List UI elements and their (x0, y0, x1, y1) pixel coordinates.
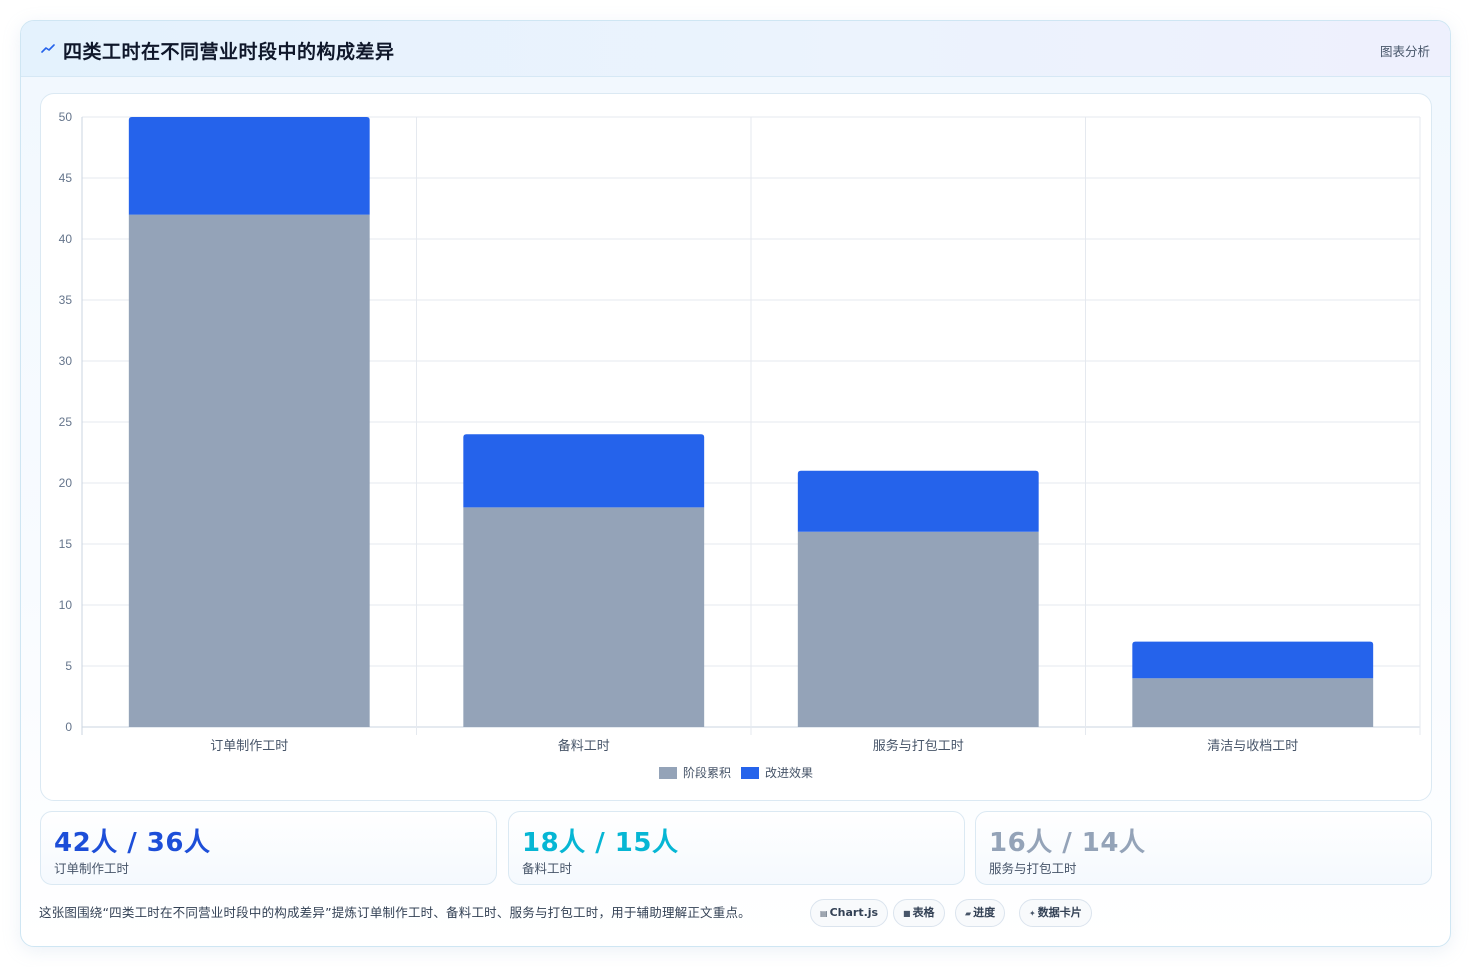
stat-label: 订单制作工时 (54, 861, 130, 876)
y-tick-label: 40 (59, 232, 73, 246)
bar-segment-improve (1132, 641, 1374, 679)
y-tick-label: 5 (65, 659, 72, 673)
x-tick-label: 清洁与收档工时 (1207, 739, 1298, 754)
legend-label: 改进效果 (765, 765, 813, 780)
chip-table[interactable]: ■ 表格 (893, 899, 945, 927)
bar-segment-stage (463, 507, 705, 727)
stat-label: 服务与打包工时 (989, 861, 1077, 876)
y-tick-label: 25 (59, 415, 73, 429)
y-tick-label: 30 (59, 354, 73, 368)
trend-line-icon (41, 44, 55, 53)
chip-chartjs[interactable]: ▤ Chart.js (810, 899, 889, 927)
card-header: 四类工时在不同营业时段中的构成差异 图表分析 (21, 21, 1450, 77)
stat-value: 18人 / 15人 (522, 828, 679, 858)
chip-data-card[interactable]: ✦ 数据卡片 (1019, 899, 1092, 927)
chart-note: 这张图围绕“四类工时在不同营业时段中的构成差异”提炼订单制作工时、备料工时、服务… (39, 905, 751, 920)
chart-icon: ▤ (820, 909, 828, 918)
table-icon: ■ (903, 909, 911, 918)
x-tick-label: 服务与打包工时 (873, 738, 964, 754)
stat-card-order: 42人 / 36人 订单制作工时 (40, 811, 497, 885)
stat-card-service: 16人 / 14人 服务与打包工时 (975, 811, 1432, 885)
y-tick-label: 45 (59, 171, 73, 185)
sparkle-icon: ✦ (1029, 909, 1036, 918)
stat-value: 16人 / 14人 (989, 828, 1146, 858)
legend-swatch (741, 767, 759, 779)
bar-segment-stage (128, 214, 370, 728)
legend-label: 阶段累积 (683, 765, 731, 780)
y-tick-label: 15 (59, 537, 73, 551)
x-tick-label: 备料工时 (558, 738, 610, 754)
chart-panel: 0 5 10 15 20 25 30 35 40 45 50 订单制作工时 备料工时 服务与打包工时 清洁与… (40, 93, 1432, 801)
y-tick-label: 20 (59, 476, 73, 490)
legend-swatch (659, 767, 677, 779)
chart-analysis-tag: 图表分析 (1379, 44, 1430, 59)
chip-progress[interactable]: ▰ 进度 (955, 899, 1006, 927)
chart-title: 四类工时在不同营业时段中的构成差异 (63, 41, 395, 63)
stat-label: 备料工时 (522, 861, 573, 876)
y-tick-label: 0 (65, 720, 72, 734)
stat-value: 42人 / 36人 (54, 828, 211, 858)
bar-segment-improve (797, 470, 1039, 532)
y-tick-label: 10 (59, 598, 73, 612)
y-tick-label: 35 (59, 293, 73, 307)
stacked-bar-chart: 0 5 10 15 20 25 30 35 40 45 50 订单制作工时 备料工时 服务与打包工时 清洁与… (59, 110, 1421, 780)
progress-icon: ▰ (965, 909, 972, 918)
bar-segment-improve (128, 117, 370, 215)
bar-segment-stage (797, 531, 1039, 727)
chip-label: Chart.js (829, 906, 879, 919)
y-tick-label: 50 (59, 110, 73, 124)
chip-label: 表格 (912, 906, 935, 919)
chip-label: 数据卡片 (1037, 906, 1082, 919)
bar-segment-stage (1132, 678, 1374, 727)
x-tick-label: 订单制作工时 (210, 739, 288, 754)
stat-card-prep: 18人 / 15人 备料工时 (508, 811, 965, 885)
chart-card: 四类工时在不同营业时段中的构成差异 图表分析 0 5 10 15 20 25 30 35 40 4… (20, 20, 1451, 947)
bar-segment-improve (463, 434, 705, 508)
chip-label: 进度 (973, 906, 996, 919)
